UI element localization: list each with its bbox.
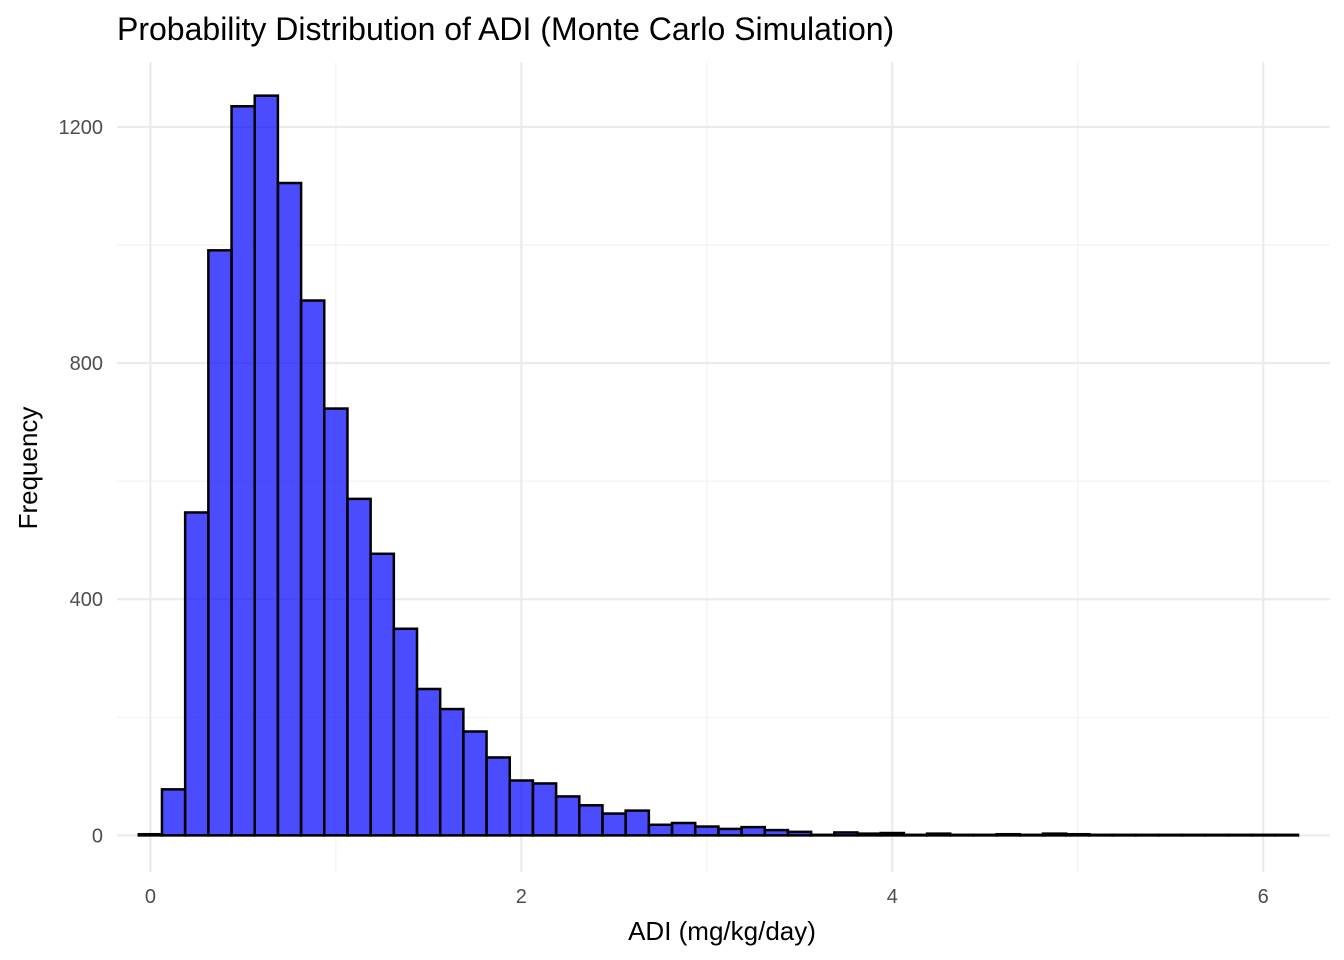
histogram-bar <box>1088 833 1114 837</box>
histogram-bar <box>554 795 581 837</box>
histogram-bar <box>485 756 511 837</box>
histogram-bar <box>925 832 952 837</box>
histogram-bar <box>1018 833 1045 837</box>
histogram-bar <box>462 730 488 837</box>
histogram-bar <box>601 812 627 837</box>
x-axis-title: ADI (mg/kg/day) <box>628 916 816 946</box>
histogram-bar <box>995 832 1022 837</box>
y-tick-label: 800 <box>70 353 103 375</box>
histogram-bar <box>415 687 442 837</box>
chart-title: Probability Distribution of ADI (Monte C… <box>117 11 894 47</box>
histogram-bar <box>253 94 280 837</box>
histogram-bar <box>1250 833 1277 837</box>
y-tick-label: 0 <box>92 825 103 847</box>
histogram-bar <box>160 788 187 837</box>
histogram-bar <box>809 833 836 837</box>
histogram-bar <box>1134 833 1161 837</box>
histogram-bar <box>647 823 674 837</box>
histogram-bar <box>531 782 558 837</box>
histogram-bar <box>786 830 813 837</box>
histogram-bar <box>299 299 326 837</box>
histogram-bar <box>624 809 651 837</box>
histogram-bar <box>693 825 720 837</box>
histogram-bar <box>137 832 164 837</box>
histogram-bar <box>833 831 859 837</box>
y-tick-label: 400 <box>70 589 103 611</box>
histogram-bar <box>578 804 604 837</box>
histogram-bar <box>717 827 743 837</box>
histogram-bar <box>508 779 535 837</box>
histogram-bar <box>972 833 998 837</box>
histogram-bar <box>1204 833 1230 837</box>
x-tick-label: 0 <box>145 886 156 908</box>
histogram-bar <box>856 832 882 837</box>
histogram-bar <box>1041 832 1068 837</box>
histogram-bar <box>670 821 697 837</box>
histogram-bar <box>1273 833 1300 837</box>
histogram-bar <box>948 833 975 837</box>
histogram-bar <box>392 627 419 837</box>
histogram-bar <box>740 825 767 837</box>
histogram-bar <box>230 105 256 837</box>
tick-labels-layer: 0 2 4 6 0 400 800 1200 <box>59 117 1269 908</box>
histogram-bar <box>1064 832 1091 837</box>
histogram-bar <box>1111 833 1137 837</box>
histogram-bar <box>902 833 929 837</box>
x-tick-label: 2 <box>516 886 527 908</box>
histogram-bar <box>369 552 396 837</box>
y-axis-title: Frequency <box>13 407 43 530</box>
histogram-bar <box>183 511 210 837</box>
histogram-bar <box>346 497 372 837</box>
bars-layer <box>137 94 1300 837</box>
histogram-bar <box>276 181 303 837</box>
x-tick-label: 6 <box>1258 886 1269 908</box>
histogram-bar <box>1157 833 1184 837</box>
histogram-bar <box>1180 833 1207 837</box>
histogram-bar <box>763 828 790 837</box>
histogram-bar <box>207 249 233 837</box>
x-tick-label: 4 <box>887 886 898 908</box>
histogram-bar <box>438 707 465 837</box>
histogram-bar <box>323 407 349 837</box>
histogram-bar <box>1227 833 1253 837</box>
y-tick-label: 1200 <box>59 117 104 139</box>
histogram-bar <box>879 831 906 837</box>
